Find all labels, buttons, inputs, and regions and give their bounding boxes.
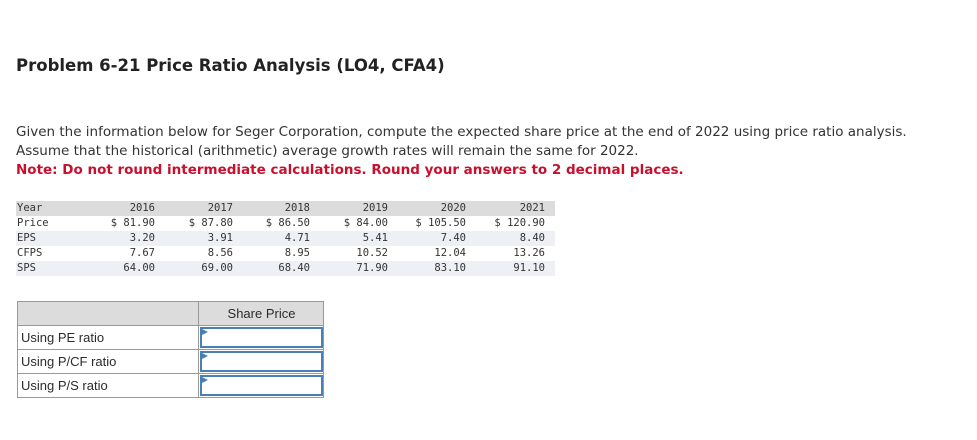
- data-row: CFPS 7.67 8.56 8.95 10.52 12.04 13.26: [16, 246, 555, 261]
- answer-row: Using PE ratio: [18, 325, 323, 349]
- data-cell: $ 84.00: [343, 217, 388, 229]
- data-cell: 83.10: [434, 262, 466, 274]
- data-cell: 7.67: [129, 247, 155, 259]
- row-label: Using PE ratio: [21, 330, 105, 345]
- input-box[interactable]: [200, 351, 323, 372]
- title: Problem 6-21 Price Ratio Analysis (LO4, …: [16, 56, 445, 75]
- row-label: SPS: [17, 262, 36, 274]
- row-label: CFPS: [17, 247, 43, 259]
- header-row: Share Price: [18, 302, 323, 325]
- data-cell: 2021: [519, 202, 545, 214]
- row-label: Year: [17, 202, 43, 214]
- row-label: Using P/CF ratio: [21, 354, 117, 369]
- data-cell: 68.40: [278, 262, 310, 274]
- data-cell: 12.04: [434, 247, 466, 259]
- data-cell: 2020: [440, 202, 466, 214]
- answer-cell: [198, 374, 324, 397]
- data-cell: $ 105.50: [415, 217, 466, 229]
- note: Note: Do not round intermediate calculat…: [16, 162, 684, 178]
- data-cell: 69.00: [201, 262, 233, 274]
- data-cell: $ 87.80: [188, 217, 233, 229]
- data-cell: 3.91: [207, 232, 233, 244]
- data-cell: 5.41: [362, 232, 388, 244]
- data-table: Year 2016 2017 2018 2019 2020 2021 Price $ 81.90…: [16, 201, 555, 276]
- data-row: EPS 3.20 3.91 4.71 5.41 7.40 8.40: [16, 231, 555, 246]
- column-header: Share Price: [198, 302, 324, 325]
- input-box[interactable]: [200, 327, 323, 348]
- data-cell: 64.00: [123, 262, 155, 274]
- data-row: Year 2016 2017 2018 2019 2020 2021: [16, 201, 555, 216]
- data-cell: 13.26: [513, 247, 545, 259]
- row-label: Using P/S ratio: [21, 378, 108, 393]
- answer-row: Using P/CF ratio: [18, 349, 323, 373]
- answer-row: Using P/S ratio: [18, 373, 323, 397]
- data-cell: 8.56: [207, 247, 233, 259]
- row-label: EPS: [17, 232, 36, 244]
- data-cell: 10.52: [356, 247, 388, 259]
- data-cell: 7.40: [440, 232, 466, 244]
- answer-cell: [198, 326, 324, 349]
- row-label: Price: [17, 217, 49, 229]
- data-cell: 2019: [362, 202, 388, 214]
- data-cell: 2016: [129, 202, 155, 214]
- data-cell: $ 86.50: [265, 217, 310, 229]
- data-cell: 2018: [284, 202, 310, 214]
- data-cell: 4.71: [284, 232, 310, 244]
- instruction: Given the information below for Seger Co…: [16, 124, 907, 140]
- data-cell: 2017: [207, 202, 233, 214]
- data-cell: 91.10: [513, 262, 545, 274]
- data-cell: $ 120.90: [494, 217, 545, 229]
- data-cell: 3.20: [129, 232, 155, 244]
- data-cell: 8.40: [519, 232, 545, 244]
- data-row: SPS 64.00 69.00 68.40 71.90 83.10 91.10: [16, 261, 555, 276]
- input-box[interactable]: [200, 375, 323, 396]
- instruction: Assume that the historical (arithmetic) …: [16, 143, 639, 159]
- data-cell: 71.90: [356, 262, 388, 274]
- data-row: Price $ 81.90 $ 87.80 $ 86.50 $ 84.00 $ 105.5…: [16, 216, 555, 231]
- data-cell: 8.95: [284, 247, 310, 259]
- answer-table: Share Price Using PE ratio Using P/CF rati…: [17, 301, 324, 398]
- answer-cell: [198, 350, 324, 373]
- data-cell: $ 81.90: [110, 217, 155, 229]
